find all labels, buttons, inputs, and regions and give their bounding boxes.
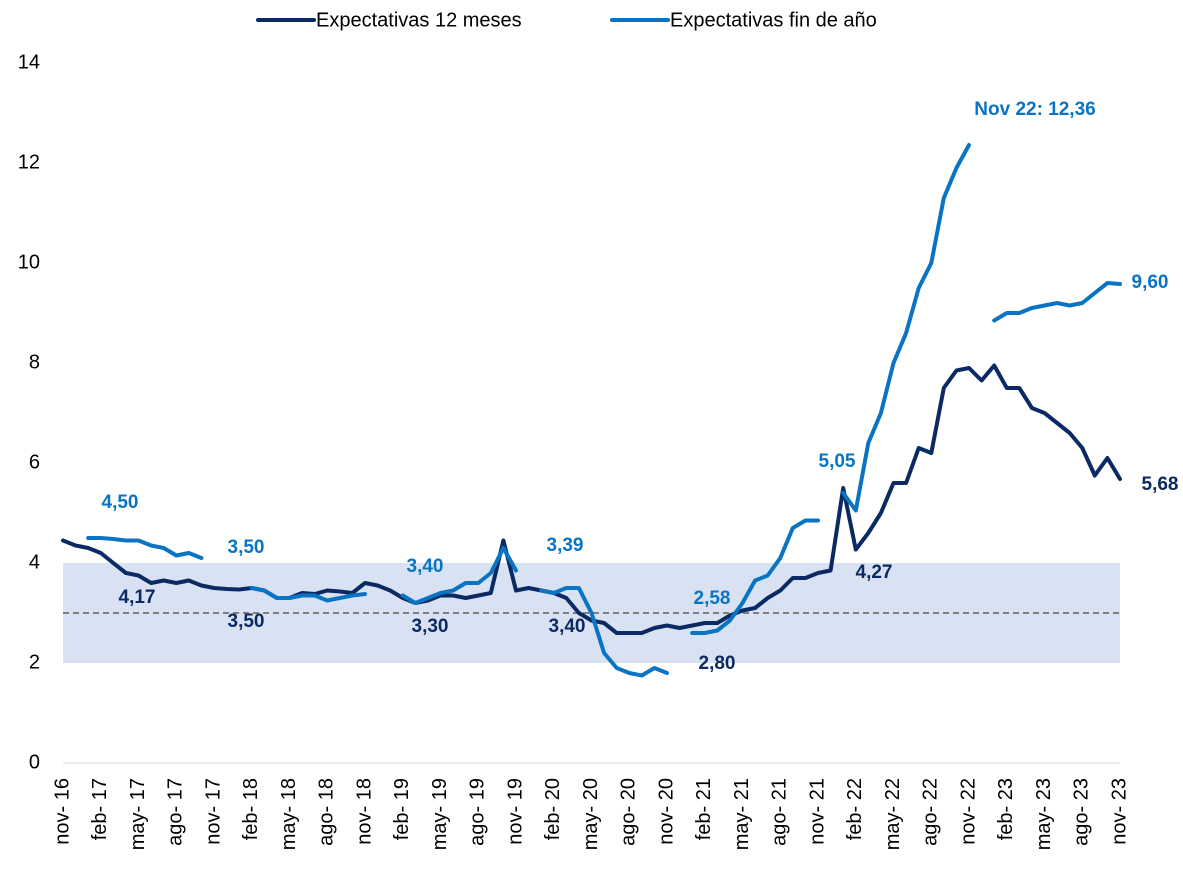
x-tick-label: feb- 22 <box>844 778 866 840</box>
x-tick-label: feb- 18 <box>240 778 262 840</box>
x-tick-label: may- 22 <box>882 778 904 850</box>
x-tick-label: nov- 21 <box>806 778 828 845</box>
x-tick-label: ago- 22 <box>920 778 942 846</box>
x-tick-label: may- 18 <box>278 778 300 850</box>
x-tick-label: feb- 23 <box>995 778 1017 840</box>
x-tick-label: may- 20 <box>580 778 602 850</box>
x-tick-label: nov- 22 <box>957 778 979 845</box>
annotation: Nov 22: 12,36 <box>974 99 1095 120</box>
x-tick-label: nov- 19 <box>504 778 526 845</box>
x-tick-label: may- 17 <box>127 778 149 850</box>
annotation: 4,17 <box>119 587 156 608</box>
x-tick-label: ago- 21 <box>769 778 791 846</box>
x-tick-label: nov- 17 <box>202 778 224 845</box>
series-line <box>61 363 1122 635</box>
annotation: 3,50 <box>228 537 265 558</box>
x-tick-label: ago- 17 <box>165 778 187 846</box>
annotation: 9,60 <box>1132 272 1169 293</box>
x-tick-label: feb- 17 <box>89 778 111 840</box>
x-tick-label: ago- 23 <box>1071 778 1093 846</box>
annotation: 3,30 <box>412 616 449 637</box>
legend-label: Expectativas fin de año <box>670 9 877 31</box>
x-tick-label: nov- 18 <box>353 778 375 845</box>
y-tick-label: 6 <box>29 451 40 473</box>
series-line <box>86 143 1122 678</box>
y-tick-label: 12 <box>18 151 40 173</box>
annotation: 3,50 <box>228 611 265 632</box>
x-tick-label: nov- 20 <box>655 778 677 845</box>
annotation: 4,50 <box>102 492 139 513</box>
annotation: 4,27 <box>856 562 893 583</box>
annotation: 5,05 <box>819 451 856 472</box>
annotation: 2,58 <box>694 588 731 609</box>
annotation: 2,80 <box>699 653 736 674</box>
y-tick-label: 0 <box>29 751 40 773</box>
x-tick-label: ago- 20 <box>618 778 640 846</box>
annotation: 3,39 <box>547 535 584 556</box>
x-tick-label: may- 23 <box>1033 778 1055 850</box>
x-tick-label: feb- 19 <box>391 778 413 840</box>
y-tick-label: 14 <box>18 51 40 73</box>
x-tick-label: may- 21 <box>731 778 753 850</box>
annotation: 5,68 <box>1142 474 1179 495</box>
x-tick-label: nov- 23 <box>1108 778 1130 845</box>
annotation: 3,40 <box>407 556 444 577</box>
annotation: 3,40 <box>549 616 586 637</box>
x-tick-label: feb- 20 <box>542 778 564 840</box>
y-tick-label: 8 <box>29 351 40 373</box>
x-tick-label: may- 19 <box>429 778 451 850</box>
y-tick-label: 10 <box>18 251 40 273</box>
x-tick-label: feb- 21 <box>693 778 715 840</box>
y-tick-label: 2 <box>29 651 40 673</box>
y-tick-label: 4 <box>29 551 40 573</box>
x-tick-label: nov- 16 <box>51 778 73 845</box>
legend-label: Expectativas 12 meses <box>316 9 522 31</box>
x-tick-label: ago- 19 <box>467 778 489 846</box>
x-tick-label: ago- 18 <box>316 778 338 846</box>
